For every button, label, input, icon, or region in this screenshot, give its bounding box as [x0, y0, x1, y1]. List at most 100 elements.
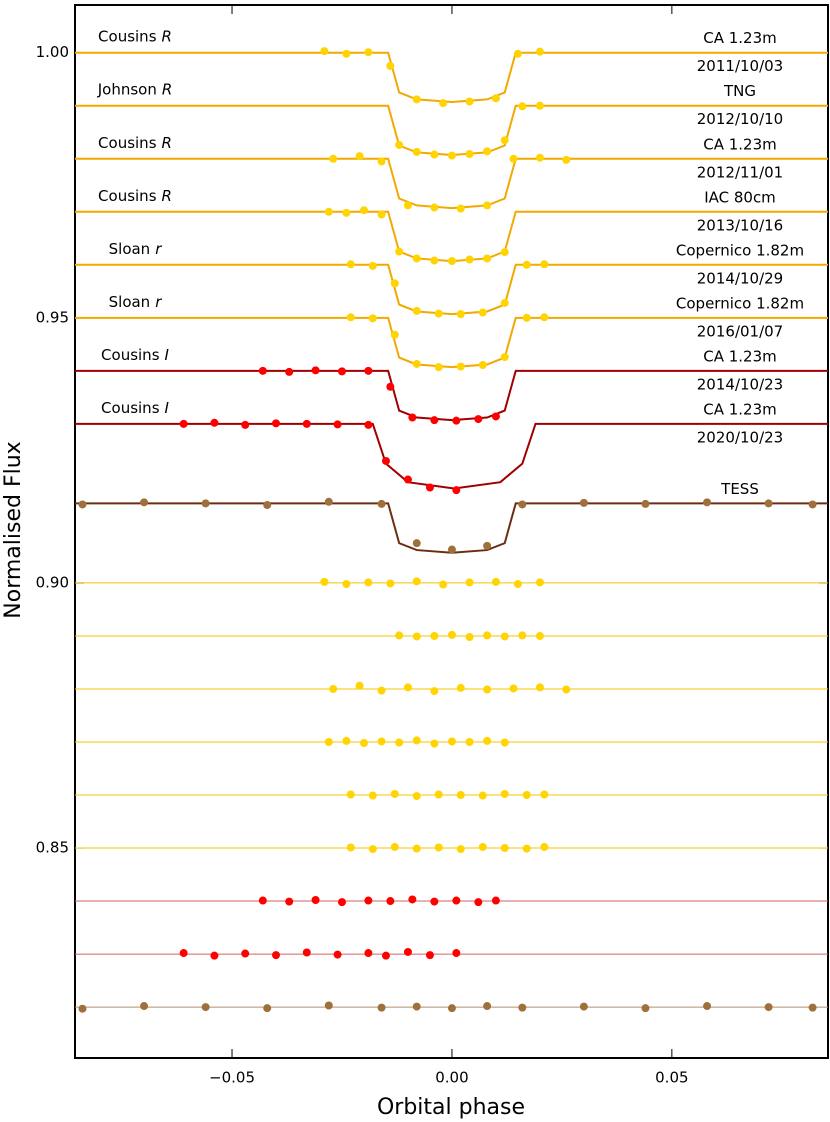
residual-point [337, 898, 346, 907]
residual-point [641, 1004, 650, 1013]
data-point [78, 500, 87, 509]
residual-point [201, 1003, 210, 1012]
data-point [641, 499, 650, 508]
data-point [364, 420, 373, 429]
data-point [359, 206, 368, 215]
x-tick-label: 0.05 [655, 1069, 688, 1087]
residual-point [518, 1003, 527, 1012]
filter-label: Cousins I [101, 398, 169, 416]
filter-label: Johnson R [97, 80, 173, 98]
data-point [439, 99, 448, 108]
data-point [513, 49, 522, 58]
residual-point [430, 739, 439, 748]
residual-point [320, 577, 329, 586]
data-point [179, 419, 188, 428]
residual-point [452, 949, 461, 958]
telescope-label: CA 1.23m [703, 29, 777, 47]
filter-label: Cousins R [98, 27, 172, 45]
residual-point [535, 631, 544, 640]
residual-point [764, 1003, 773, 1012]
residual-point [483, 1002, 492, 1011]
data-point [478, 308, 487, 317]
date-label: 2014/10/29 [697, 269, 783, 287]
data-point [522, 313, 531, 322]
data-point [703, 498, 712, 507]
filter-band: R [162, 133, 172, 151]
data-point [386, 382, 395, 391]
residual-point [491, 896, 500, 905]
data-point [483, 541, 492, 550]
residual-point [403, 947, 412, 956]
residual-point [140, 1002, 149, 1011]
data-point [324, 497, 333, 506]
data-point [447, 151, 456, 160]
filter-band: r [155, 292, 162, 310]
data-point [491, 412, 500, 421]
data-point [434, 363, 443, 372]
filter-band: R [162, 186, 172, 204]
residual-point [390, 789, 399, 798]
y-tick-label: 0.85 [36, 839, 69, 857]
residual-point [302, 948, 311, 957]
filter-name: Sloan [109, 292, 151, 310]
data-point [342, 208, 351, 217]
data-point [491, 94, 500, 103]
residual-point [390, 842, 399, 851]
data-point [140, 498, 149, 507]
filter-label: Cousins R [98, 133, 172, 151]
data-point [412, 95, 421, 104]
residual-point [342, 579, 351, 588]
data-point [329, 154, 338, 163]
y-tick-label: 0.95 [36, 308, 69, 326]
residual-point [368, 791, 377, 800]
residual-point [456, 791, 465, 800]
residual-point [359, 739, 368, 748]
residual-point [263, 1004, 272, 1013]
filter-label: Cousins R [98, 186, 172, 204]
filter-name: Cousins [98, 27, 157, 45]
date-label: 2013/10/16 [697, 216, 783, 234]
data-point [381, 456, 390, 465]
data-point [302, 419, 311, 428]
residual-point [386, 897, 395, 906]
data-point [342, 49, 351, 58]
data-point [500, 248, 509, 257]
data-point [535, 101, 544, 110]
data-point [377, 499, 386, 508]
filter-band: I [165, 398, 170, 416]
residual-point [285, 897, 294, 906]
residual-point [447, 1004, 456, 1013]
data-point [390, 330, 399, 339]
data-point [452, 416, 461, 425]
filter-name: Cousins [101, 398, 160, 416]
data-point [355, 152, 364, 161]
data-point [483, 147, 492, 156]
filter-label: Sloan r [109, 292, 163, 310]
data-point [447, 257, 456, 266]
residual-point [478, 791, 487, 800]
date-label: 2016/01/07 [697, 322, 783, 340]
residual-point [522, 844, 531, 853]
model-curve [75, 502, 828, 554]
data-point [456, 204, 465, 213]
data-point [808, 500, 817, 509]
data-point [430, 416, 439, 425]
data-point [412, 254, 421, 263]
data-point [337, 367, 346, 376]
data-point [412, 147, 421, 156]
residual-point [412, 792, 421, 801]
data-point [478, 361, 487, 370]
data-point [518, 500, 527, 509]
residual-point [430, 631, 439, 640]
data-point [579, 498, 588, 507]
residual-point [386, 579, 395, 588]
x-tick-label: 0.00 [435, 1069, 468, 1087]
data-point [540, 260, 549, 269]
data-point [535, 47, 544, 56]
residual-point [518, 631, 527, 640]
data-point [518, 102, 527, 111]
residual-point [535, 683, 544, 692]
data-point [346, 313, 355, 322]
filter-name: Sloan [109, 239, 151, 257]
residual-point [447, 737, 456, 746]
